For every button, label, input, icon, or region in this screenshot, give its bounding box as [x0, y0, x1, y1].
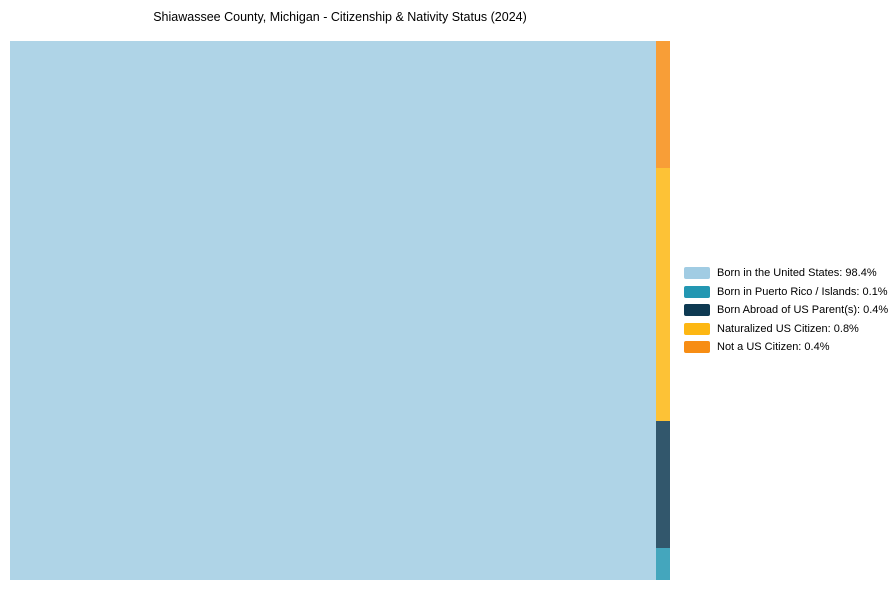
- legend-swatch-icon: [684, 341, 710, 353]
- treemap-cell-born-in-puerto-rico-islands: [656, 548, 670, 580]
- treemap-cell-not-a-us-citizen: [656, 41, 670, 168]
- legend-label: Born in Puerto Rico / Islands: 0.1%: [717, 285, 888, 298]
- treemap-cell-born-in-us: [10, 41, 656, 580]
- legend-row: Born in the United States: 98.4%: [684, 267, 888, 279]
- treemap-plot-area: [10, 41, 670, 580]
- legend-swatch-icon: [684, 322, 710, 335]
- chart-title: Shiawassee County, Michigan - Citizenshi…: [153, 10, 527, 24]
- legend-label: Born in the United States: 98.4%: [717, 267, 877, 279]
- legend-row: Naturalized US Citizen: 0.8%: [684, 322, 888, 335]
- legend-label: Naturalized US Citizen: 0.8%: [717, 322, 859, 335]
- legend-row: Not a US Citizen: 0.4%: [684, 341, 888, 353]
- legend: Born in the United States: 98.4% Born in …: [684, 267, 888, 353]
- legend-label: Not a US Citizen: 0.4%: [717, 341, 830, 353]
- legend-label: Born Abroad of US Parent(s): 0.4%: [717, 304, 889, 316]
- treemap-strip: [656, 41, 670, 580]
- legend-swatch-icon: [684, 285, 710, 298]
- legend-swatch-icon: [684, 304, 710, 316]
- treemap-cell-naturalized-us-citizen: [656, 167, 670, 422]
- legend-swatch-icon: [684, 267, 710, 279]
- legend-row: Born Abroad of US Parent(s): 0.4%: [684, 304, 888, 316]
- treemap-cell-born-abroad-of-us-parent-s: [656, 421, 670, 549]
- legend-row: Born in Puerto Rico / Islands: 0.1%: [684, 285, 888, 298]
